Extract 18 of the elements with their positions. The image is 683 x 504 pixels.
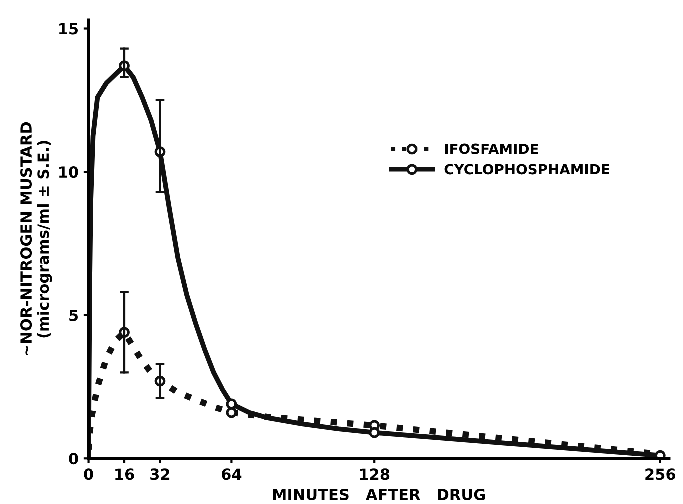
legend-label: IFOSFAMIDE	[445, 144, 538, 154]
x-axis-title: MINUTES AFTER DRUG	[273, 488, 485, 501]
point	[369, 427, 380, 438]
point	[226, 407, 238, 418]
x-tick-label: 0	[84, 468, 94, 480]
x-tick-label: 64	[222, 468, 242, 480]
point	[654, 450, 666, 459]
y-tick-label: 5	[70, 310, 78, 322]
x-tick-label: 256	[646, 468, 676, 480]
x-tick-label: 16	[116, 468, 134, 480]
y-axis-title: ∼NOR-NITROGEN MUSTARD (micrograms/ml ± S.E.)	[20, 122, 52, 356]
x-tick-label: 128	[360, 468, 390, 480]
point	[226, 398, 238, 410]
y-tick-label: 15	[60, 23, 78, 35]
y-tick-label: 10	[60, 166, 78, 178]
x-tick-label: 32	[150, 468, 170, 480]
legend-label: CYCLOPHOSPHAMIDE	[444, 164, 610, 175]
y-tick-label: 0	[69, 453, 78, 465]
